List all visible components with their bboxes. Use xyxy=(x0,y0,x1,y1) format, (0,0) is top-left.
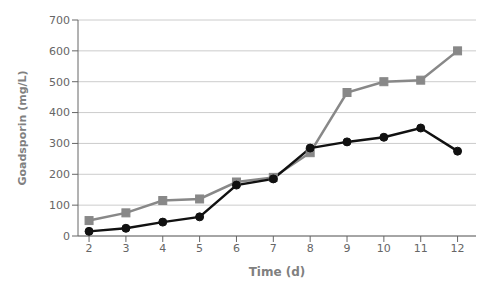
svg-text:11: 11 xyxy=(414,242,428,255)
svg-text:400: 400 xyxy=(49,106,70,119)
svg-text:7: 7 xyxy=(270,242,277,255)
svg-text:2: 2 xyxy=(86,242,93,255)
svg-text:500: 500 xyxy=(49,76,70,89)
svg-text:6: 6 xyxy=(233,242,240,255)
svg-text:Goadsporin (mg/L): Goadsporin (mg/L) xyxy=(16,70,29,185)
svg-text:8: 8 xyxy=(307,242,314,255)
svg-text:0: 0 xyxy=(63,230,70,243)
svg-text:5: 5 xyxy=(196,242,203,255)
svg-text:10: 10 xyxy=(377,242,391,255)
svg-text:600: 600 xyxy=(49,45,70,58)
svg-text:200: 200 xyxy=(49,168,70,181)
svg-text:9: 9 xyxy=(344,242,351,255)
svg-text:300: 300 xyxy=(49,137,70,150)
svg-text:12: 12 xyxy=(451,242,465,255)
svg-text:100: 100 xyxy=(49,199,70,212)
svg-text:3: 3 xyxy=(122,242,129,255)
svg-text:700: 700 xyxy=(49,14,70,27)
svg-text:Time (d): Time (d) xyxy=(249,265,306,279)
svg-text:4: 4 xyxy=(159,242,166,255)
